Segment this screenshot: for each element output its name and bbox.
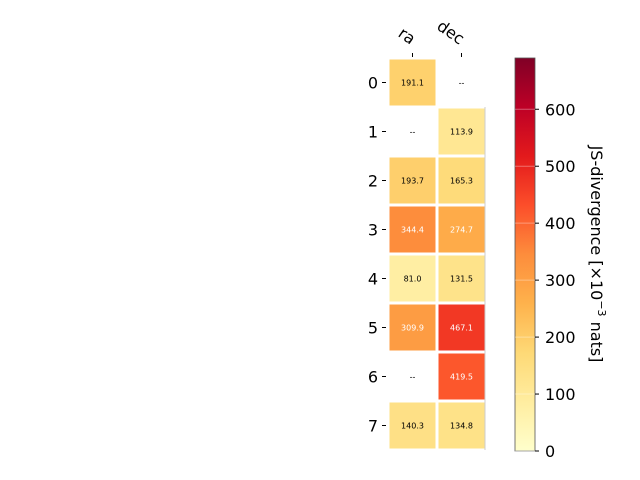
row-tick-label: 3 (368, 221, 378, 240)
row-tick-label: 1 (368, 123, 378, 142)
column-tick-label: dec (434, 16, 468, 48)
heatmap-cell (389, 304, 436, 351)
heatmap-cell (389, 59, 436, 106)
colorbar-tick-label: 0 (545, 442, 555, 461)
cell-value-label: 134.8 (450, 422, 473, 431)
cell-value-label: 131.5 (450, 275, 473, 284)
cell-missing-label: -- (410, 373, 416, 382)
row-tick-label: 7 (368, 417, 378, 436)
heatmap-cell (438, 353, 485, 400)
heatmap-cells: 191.1 -- -- 113.9 193.7 165.3 344.4 274.7 81.0 13… (389, 59, 486, 450)
colorbar-gradient (514, 57, 536, 452)
heatmap-cell (438, 108, 485, 155)
cell-value-label: 467.1 (450, 324, 473, 333)
column-tick-label: ra (395, 23, 419, 48)
cell-value-label: 274.7 (450, 226, 473, 235)
cell-value-label: 140.3 (401, 422, 424, 431)
cell-value-label: 113.9 (450, 128, 473, 137)
row-tick-labels: 0 1 2 3 4 5 6 7 (368, 74, 386, 436)
colorbar-label-exponent: −3 (595, 300, 608, 316)
heatmap-cell (438, 206, 485, 253)
heatmap-cell (389, 402, 436, 449)
cell-value-label: 191.1 (401, 79, 424, 88)
colorbar-tick-label: 100 (545, 385, 576, 404)
column-tick-labels: ra dec (395, 16, 468, 57)
cell-value-label: 344.4 (401, 226, 424, 235)
cell-value-label: 419.5 (450, 373, 473, 382)
row-tick-label: 5 (368, 319, 378, 338)
colorbar-tick-label: 200 (545, 328, 576, 347)
cell-value-label: 193.7 (401, 177, 424, 186)
cell-value-label: 309.9 (401, 324, 424, 333)
heatmap-cell (438, 255, 485, 302)
cell-value-label: 165.3 (450, 177, 473, 186)
colorbar-tick-label: 300 (545, 271, 576, 290)
cell-missing-label: -- (459, 79, 465, 88)
row-tick-label: 0 (368, 74, 378, 93)
colorbar: 0 100 200 300 400 500 600 (514, 57, 576, 461)
heatmap-cell (389, 255, 436, 302)
heatmap-cell (389, 206, 436, 253)
colorbar-label-main: JS-divergence [×10 (587, 145, 606, 301)
row-tick-label: 2 (368, 172, 378, 191)
row-tick-label: 4 (368, 270, 378, 289)
heatmap-cell (438, 304, 485, 351)
colorbar-tick-label: 400 (545, 214, 576, 233)
cell-value-label: 81.0 (404, 275, 422, 284)
colorbar-label: JS-divergence [×10−3 nats] (587, 145, 608, 363)
colorbar-label-tail: nats] (587, 317, 606, 363)
colorbar-tick-label: 500 (545, 157, 576, 176)
colorbar-tick-label: 600 (545, 100, 576, 119)
row-tick-label: 6 (368, 368, 378, 387)
heatmap-cell (389, 157, 436, 204)
cell-missing-label: -- (410, 128, 416, 137)
heatmap-cell (438, 157, 485, 204)
heatmap-cell (438, 402, 485, 449)
